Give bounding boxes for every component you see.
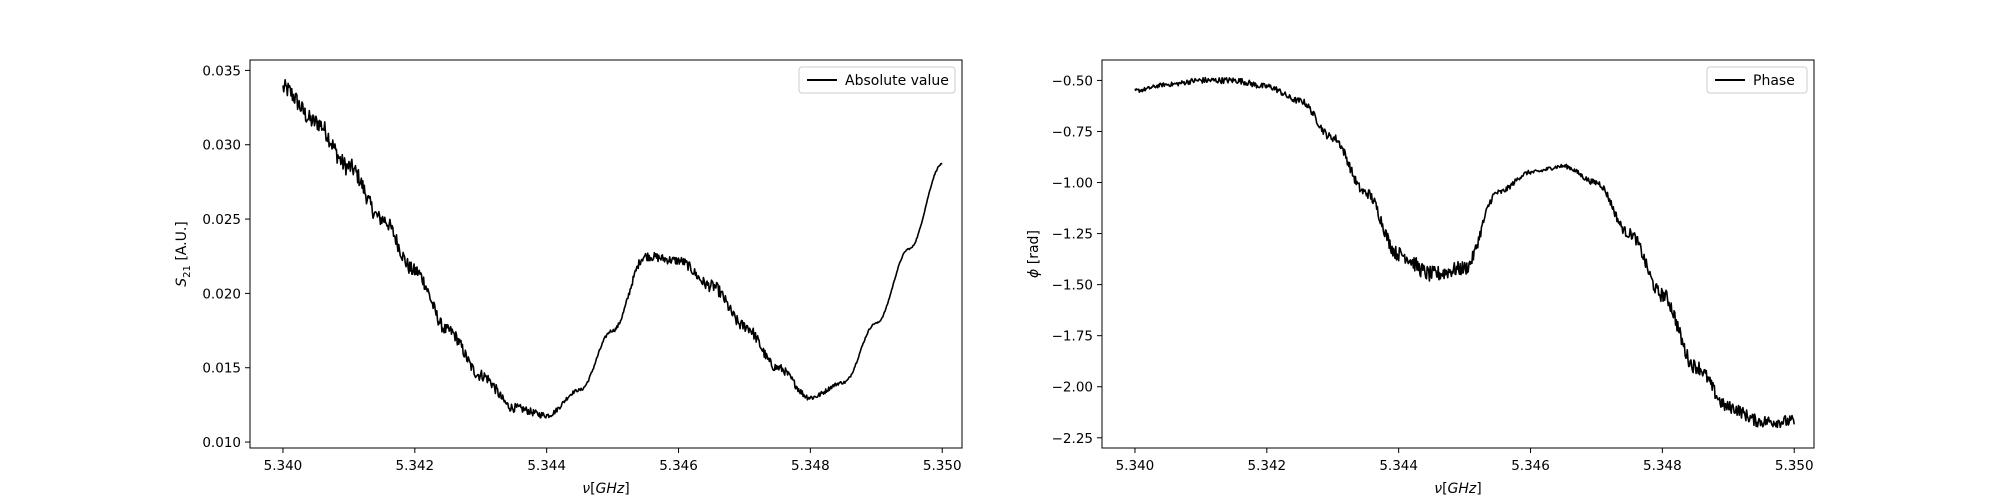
x-tick-label: 5.346 bbox=[1511, 458, 1550, 474]
x-tick-label: 5.344 bbox=[527, 458, 566, 474]
legend-label: Absolute value bbox=[845, 73, 949, 89]
x-axis-label: ν[GHz] bbox=[582, 481, 630, 497]
x-tick-label: 5.350 bbox=[1775, 458, 1814, 474]
plot-frame bbox=[249, 59, 963, 449]
x-tick-label: 5.344 bbox=[1379, 458, 1418, 474]
y-axis-label: ϕ [rad] bbox=[1026, 230, 1042, 278]
legend-label: Phase bbox=[1753, 73, 1795, 89]
x-axis-label: ν[GHz] bbox=[1434, 481, 1482, 497]
y-tick-label: 0.015 bbox=[202, 361, 241, 377]
y-tick-label: −1.50 bbox=[1052, 278, 1093, 294]
y-tick-label: −0.75 bbox=[1052, 124, 1093, 140]
x-tick-label: 5.340 bbox=[264, 458, 303, 474]
x-tick-label: 5.348 bbox=[791, 458, 830, 474]
y-tick-label: −1.25 bbox=[1052, 227, 1093, 243]
x-tick-label: 5.350 bbox=[923, 458, 962, 474]
chart-panel-2: 5.340 5.342 5.344 5.346 5.348 5.350 −0.50 −0.75… bbox=[1026, 59, 1815, 497]
x-tick-label: 5.342 bbox=[1247, 458, 1286, 474]
x-tick-label: 5.342 bbox=[395, 458, 434, 474]
series-line-1-1 bbox=[282, 78, 943, 419]
legend: Phase bbox=[1706, 66, 1808, 94]
series-line-2-1 bbox=[1134, 76, 1796, 429]
y-tick-label: −2.25 bbox=[1052, 431, 1093, 447]
legend-box bbox=[798, 66, 956, 94]
y-tick-label: 0.010 bbox=[202, 435, 241, 451]
x-tick-label: 5.348 bbox=[1643, 458, 1682, 474]
x-tick-label: 5.346 bbox=[659, 458, 698, 474]
y-tick-label: −1.00 bbox=[1052, 176, 1093, 192]
y-tick-label: −0.50 bbox=[1052, 73, 1093, 89]
legend: Absolute value bbox=[798, 66, 956, 94]
y-tick-label: −2.00 bbox=[1052, 380, 1093, 396]
x-tick-label: 5.340 bbox=[1116, 458, 1155, 474]
chart-panel-1: 5.340 5.342 5.344 5.346 5.348 5.350 0.010 0.015… bbox=[174, 59, 963, 497]
y-axis-label: S21 [A.U.] bbox=[174, 221, 193, 286]
y-tick-label: 0.030 bbox=[202, 138, 241, 154]
plot-frame bbox=[1101, 59, 1815, 449]
y-tick-label: 0.035 bbox=[202, 63, 241, 79]
legend-box bbox=[1706, 66, 1808, 94]
y-tick-label: −1.75 bbox=[1052, 329, 1093, 345]
y-tick-label: 0.025 bbox=[202, 212, 241, 228]
y-tick-label: 0.020 bbox=[202, 286, 241, 302]
